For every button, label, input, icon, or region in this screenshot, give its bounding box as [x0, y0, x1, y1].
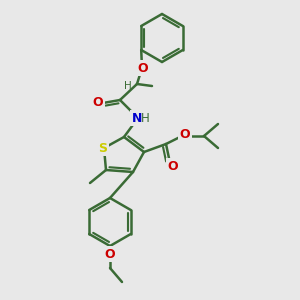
- Text: S: S: [98, 142, 107, 154]
- Text: H: H: [124, 81, 132, 91]
- Text: O: O: [138, 61, 148, 74]
- Text: O: O: [93, 97, 103, 110]
- Text: H: H: [141, 112, 149, 124]
- Text: O: O: [105, 248, 115, 260]
- Text: N: N: [132, 112, 142, 124]
- Text: O: O: [168, 160, 178, 172]
- Text: O: O: [180, 128, 190, 140]
